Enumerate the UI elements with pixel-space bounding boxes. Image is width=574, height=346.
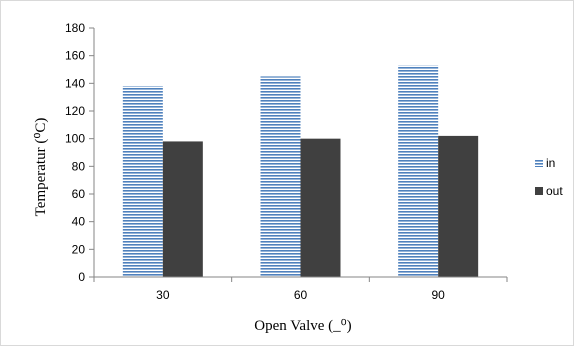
y-tick-label: 0 xyxy=(78,270,85,284)
y-tick-label: 80 xyxy=(72,159,86,173)
x-axis-ticks: 30 60 90 xyxy=(93,277,508,302)
legend-swatch-out xyxy=(535,187,543,195)
legend-swatch-in xyxy=(535,159,543,167)
y-axis-title: Temperatur (⁰C) xyxy=(33,118,49,217)
legend: in out xyxy=(535,156,563,198)
y-tick-label: 160 xyxy=(65,49,85,63)
legend-label-out: out xyxy=(546,184,563,198)
y-tick-label: 140 xyxy=(65,76,85,90)
x-tick-label: 30 xyxy=(156,288,170,302)
y-tick-label: 20 xyxy=(72,242,86,256)
bar-out-60 xyxy=(300,138,341,277)
legend-label-in: in xyxy=(546,156,555,170)
y-tick-label: 120 xyxy=(65,104,85,118)
y-tick-label: 60 xyxy=(72,187,86,201)
y-axis-ticks: 0 20 40 60 80 100 120 140 160 180 xyxy=(65,21,94,284)
x-tick-label: 90 xyxy=(431,288,445,302)
x-axis-title: Open Valve (_⁰) xyxy=(254,318,351,334)
bar-in-60 xyxy=(260,76,301,278)
y-tick-label: 40 xyxy=(72,215,86,229)
bar-in-90 xyxy=(398,65,439,277)
bar-out-90 xyxy=(438,135,479,277)
x-tick-label: 60 xyxy=(294,288,308,302)
bars xyxy=(122,65,479,278)
y-tick-label: 180 xyxy=(65,21,85,35)
y-tick-label: 100 xyxy=(65,132,85,146)
bar-out-30 xyxy=(162,141,203,277)
bar-in-30 xyxy=(122,86,163,277)
